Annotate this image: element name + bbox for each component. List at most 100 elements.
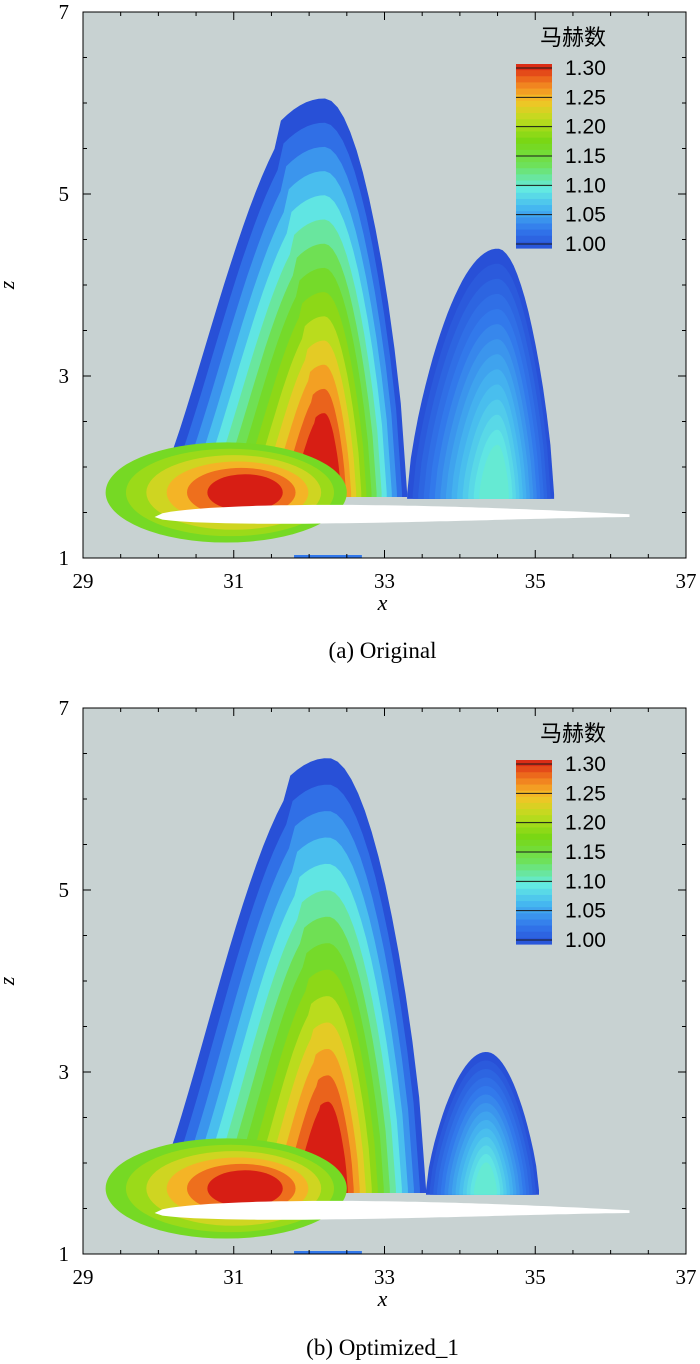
colorbar-legend: 马赫数 1.30 1.25 1.20 1.15 1.10 1.05 1.00 — [516, 26, 606, 256]
colorbar-band — [516, 100, 552, 108]
colorbar-band — [516, 76, 552, 83]
colorbar-band — [516, 162, 552, 169]
mach-contour-level — [479, 444, 509, 499]
colorbar-tick-label: 1.05 — [565, 900, 606, 923]
colorbar-tick-label: 1.25 — [565, 86, 606, 109]
colorbar-band — [516, 809, 552, 816]
y-axis-label: z — [0, 280, 19, 290]
colorbar-band — [516, 888, 552, 896]
colorbar-tick-label: 1.30 — [565, 57, 606, 80]
colorbar-tick-label: 1.00 — [565, 929, 606, 952]
x-tick-label: 37 — [676, 1265, 697, 1289]
x-tick-label: 31 — [223, 1265, 244, 1289]
colorbar-band — [516, 858, 552, 865]
colorbar-band — [516, 149, 552, 157]
colorbar-band — [516, 205, 552, 212]
colorbar-legend: 马赫数 1.30 1.25 1.20 1.15 1.10 1.05 1.00 — [516, 722, 606, 952]
mach-hotspot — [207, 474, 283, 511]
colorbar-tick-label: 1.30 — [565, 753, 606, 776]
colorbar-band — [516, 186, 552, 194]
mach-hotspot — [207, 1170, 283, 1207]
colorbar-band — [516, 70, 552, 77]
y-tick-label: 1 — [59, 546, 70, 570]
y-tick-label: 1 — [59, 1242, 70, 1266]
colorbar-band — [516, 901, 552, 908]
contour-field — [105, 758, 630, 1254]
colorbar-band — [516, 876, 552, 884]
colorbar-title: 马赫数 — [540, 722, 606, 747]
y-tick-label: 3 — [59, 1060, 70, 1084]
colorbar-band — [516, 119, 552, 126]
colorbar-tick-label: 1.10 — [565, 174, 606, 197]
y-axis-label: z — [0, 976, 19, 986]
colorbar-band — [516, 229, 552, 237]
chart-caption: (a) Original — [329, 638, 437, 663]
colorbar-band — [516, 106, 552, 114]
colorbar-band — [516, 882, 552, 890]
y-tick-label: 5 — [59, 878, 70, 902]
x-axis-label: x — [377, 1286, 388, 1311]
colorbar-tick-label: 1.05 — [565, 204, 606, 227]
colorbar-band — [516, 125, 552, 133]
colorbar-band — [516, 198, 552, 206]
lower-surface-mach-strip — [294, 1251, 362, 1254]
y-tick-label: 5 — [59, 182, 70, 206]
colorbar-band — [516, 131, 552, 139]
colorbar-band — [516, 802, 552, 810]
colorbar-band — [516, 919, 552, 927]
x-tick-label: 29 — [73, 1265, 94, 1289]
colorbar-band — [516, 156, 552, 163]
colorbar-band — [516, 64, 552, 71]
x-tick-label: 37 — [676, 569, 697, 593]
colorbar-tick-label: 1.00 — [565, 233, 606, 256]
x-tick-label: 33 — [374, 1265, 395, 1289]
colorbar-band — [516, 937, 552, 945]
colorbar-band — [516, 913, 552, 921]
colorbar-band — [516, 192, 552, 200]
colorbar-band — [516, 772, 552, 779]
x-axis-label: x — [377, 590, 388, 615]
colorbar-band — [516, 894, 552, 902]
mach-contour-level — [474, 1162, 497, 1195]
colorbar-band — [516, 833, 552, 841]
colorbar-band — [516, 784, 552, 792]
colorbar-band — [516, 796, 552, 804]
lower-surface-mach-strip — [294, 555, 362, 558]
colorbar-tick-label: 1.25 — [565, 782, 606, 805]
colorbar-band — [516, 815, 552, 822]
colorbar-tick-label: 1.10 — [565, 870, 606, 893]
colorbar-band — [516, 174, 552, 182]
airfoil-body — [154, 504, 630, 524]
colorbar-band — [516, 778, 552, 786]
x-tick-label: 31 — [223, 569, 244, 593]
colorbar-band — [516, 180, 552, 188]
colorbar-band — [516, 827, 552, 835]
chart-panel-optimized: 29313335371357xz(b) Optimized_1马赫数1.301.… — [0, 696, 697, 1360]
colorbar-title: 马赫数 — [540, 26, 606, 51]
colorbar-tick-label: 1.15 — [565, 145, 606, 168]
colorbar-band — [516, 864, 552, 871]
x-tick-label: 35 — [525, 569, 546, 593]
chart-caption: (b) Optimized_1 — [306, 1335, 459, 1360]
colorbar-tick-label: 1.20 — [565, 812, 606, 835]
colorbar-band — [516, 852, 552, 859]
colorbar-band — [516, 143, 552, 151]
supersonic-zone-rear — [426, 1052, 539, 1195]
y-tick-label: 3 — [59, 364, 70, 388]
colorbar-band — [516, 839, 552, 847]
x-tick-label: 29 — [73, 569, 94, 593]
colorbar-band — [516, 766, 552, 773]
colorbar-band — [516, 82, 552, 90]
y-tick-label: 7 — [59, 696, 70, 720]
colorbar-tick-label: 1.20 — [565, 116, 606, 139]
contour-field — [105, 98, 630, 558]
colorbar-band — [516, 168, 552, 175]
colorbar-band — [516, 870, 552, 878]
colorbar-band — [516, 925, 552, 933]
colorbar-band — [516, 235, 552, 243]
colorbar-band — [516, 137, 552, 145]
colorbar-band — [516, 223, 552, 231]
x-tick-label: 35 — [525, 1265, 546, 1289]
supersonic-zone-rear — [407, 248, 555, 499]
